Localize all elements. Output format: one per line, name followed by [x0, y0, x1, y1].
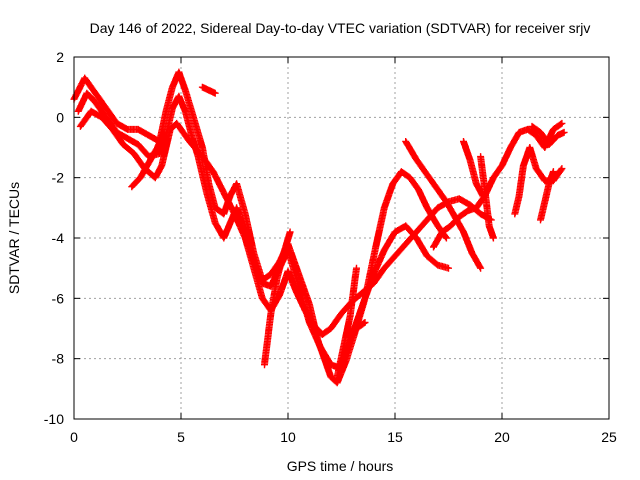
- y-tick-label: 0: [56, 109, 64, 125]
- x-tick-label: 20: [494, 429, 510, 445]
- series-5-markers: [128, 128, 168, 191]
- series-14-markers: [528, 122, 568, 148]
- x-axis-label: GPS time / hours: [287, 458, 394, 474]
- data-marks: [70, 68, 568, 387]
- series-14: [528, 122, 568, 148]
- series-12: [477, 153, 497, 242]
- series-3: [76, 107, 495, 338]
- axis-ticks: 0 5 10 15 20 25 -10 -8 -6 -4 -2 0 2: [44, 49, 617, 445]
- series-15: [537, 168, 557, 224]
- series-11-markers: [460, 138, 487, 200]
- series-4-markers: [198, 83, 219, 97]
- series-9: [402, 138, 485, 272]
- x-tick-label: 5: [177, 429, 185, 445]
- x-tick-label: 0: [70, 429, 78, 445]
- x-tick-label: 10: [280, 429, 296, 445]
- y-axis-label: SDTVAR / TECUs: [6, 182, 22, 294]
- y-tick-label: -8: [52, 351, 65, 367]
- series-12-markers: [477, 153, 497, 242]
- series-7-markers: [333, 264, 360, 381]
- series-8: [344, 319, 369, 338]
- chart-title: Day 146 of 2022, Sidereal Day-to-day VTE…: [90, 20, 591, 36]
- series-15-markers: [537, 168, 557, 224]
- series-4: [198, 83, 219, 97]
- series-6: [261, 228, 294, 369]
- x-tick-label: 25: [601, 429, 617, 445]
- series-11: [460, 138, 487, 200]
- y-tick-label: -2: [52, 170, 65, 186]
- y-tick-label: 2: [56, 49, 64, 65]
- series-6-markers: [261, 228, 294, 369]
- series-5: [128, 128, 168, 191]
- series-13-markers: [511, 144, 566, 218]
- series-7: [333, 264, 360, 381]
- series-3-markers: [76, 107, 495, 338]
- x-tick-label: 15: [387, 429, 403, 445]
- series-13: [511, 144, 566, 218]
- y-tick-label: -6: [52, 290, 65, 306]
- series-8-markers: [344, 319, 369, 338]
- y-tick-label: -10: [44, 411, 64, 427]
- y-tick-label: -4: [52, 230, 65, 246]
- series-9-markers: [402, 138, 485, 272]
